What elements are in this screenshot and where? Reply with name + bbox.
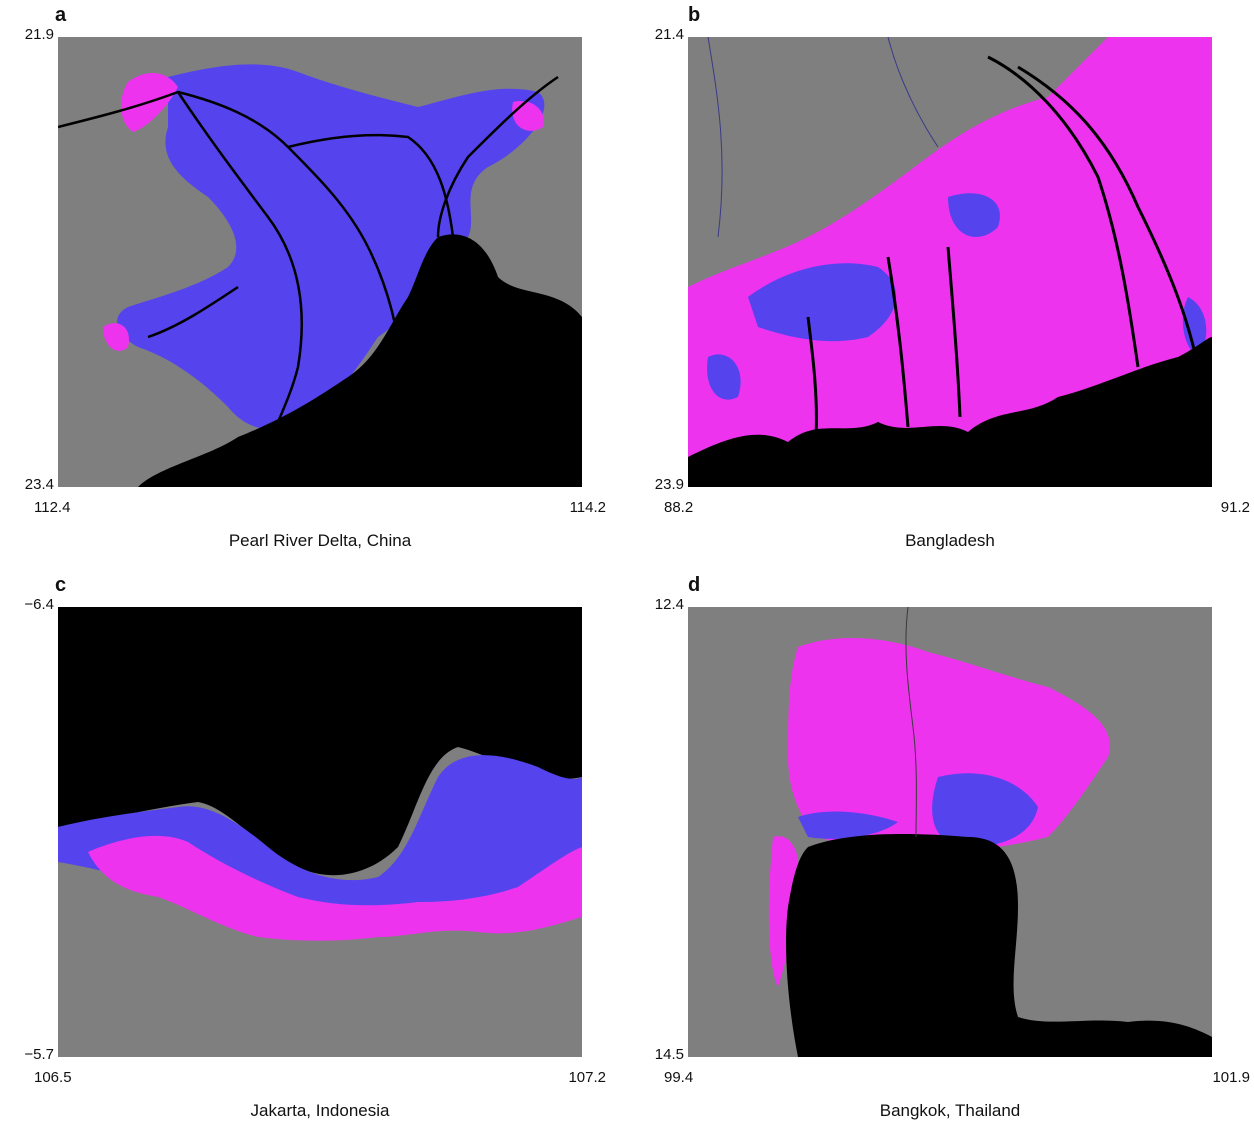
panel-a: a 21.9 23.4 112.4 114.2 Pearl River Delt… — [0, 0, 620, 560]
lat-bottom-label: −5.7 — [24, 1046, 54, 1063]
river-network — [905, 607, 917, 838]
map-pearl-river-delta — [58, 37, 582, 487]
lat-top-label: 21.4 — [654, 26, 684, 43]
panel-caption: Jakarta, Indonesia — [250, 1101, 390, 1120]
lat-bottom-label: 23.9 — [654, 476, 684, 493]
panel-caption: Bangladesh — [905, 531, 995, 550]
lat-bottom-label: 14.5 — [654, 1046, 684, 1063]
panel-b: b 21.4 23.9 88.2 91.2 Bangladesh — [630, 0, 1250, 560]
magenta-flood-zone — [88, 835, 582, 941]
sea-water — [688, 337, 1212, 487]
lon-right-label: 101.9 — [1212, 1069, 1250, 1086]
sea-water — [138, 234, 582, 487]
panel-letter: c — [55, 574, 67, 596]
panel-letter: b — [688, 4, 701, 26]
blue-flood-zone — [707, 193, 1207, 400]
lat-bottom-label: 23.4 — [24, 476, 54, 493]
lat-top-label: 21.9 — [24, 26, 54, 43]
river-network — [58, 75, 559, 478]
blue-flood-zone — [798, 773, 1038, 847]
panel-caption: Pearl River Delta, China — [228, 531, 412, 550]
map-jakarta — [58, 607, 582, 1057]
magenta-flood-zone — [103, 72, 544, 351]
panel-d: d 12.4 14.5 99.4 101.9 Bangkok, Thailand — [630, 570, 1250, 1130]
boundary-lines — [707, 37, 939, 238]
lon-right-label: 91.2 — [1220, 499, 1250, 516]
panel-letter: a — [55, 4, 67, 26]
lon-left-label: 106.5 — [34, 1069, 72, 1086]
panel-c: c −6.4 −5.7 106.5 107.2 Jakarta, Indones… — [0, 570, 620, 1130]
river-network — [806, 55, 1200, 438]
map-bangkok — [688, 607, 1212, 1057]
lon-right-label: 107.2 — [568, 1069, 606, 1086]
lon-left-label: 88.2 — [664, 499, 694, 516]
lon-left-label: 99.4 — [664, 1069, 694, 1086]
panel-caption: Bangkok, Thailand — [879, 1101, 1021, 1120]
panel-letter: d — [688, 574, 701, 596]
sea-water — [786, 834, 1212, 1057]
lat-top-label: 12.4 — [654, 596, 684, 613]
lon-right-label: 114.2 — [569, 499, 606, 516]
sea-water — [58, 607, 582, 876]
lat-top-label: −6.4 — [24, 596, 54, 613]
lon-left-label: 112.4 — [34, 499, 71, 516]
map-bangladesh — [688, 37, 1212, 487]
